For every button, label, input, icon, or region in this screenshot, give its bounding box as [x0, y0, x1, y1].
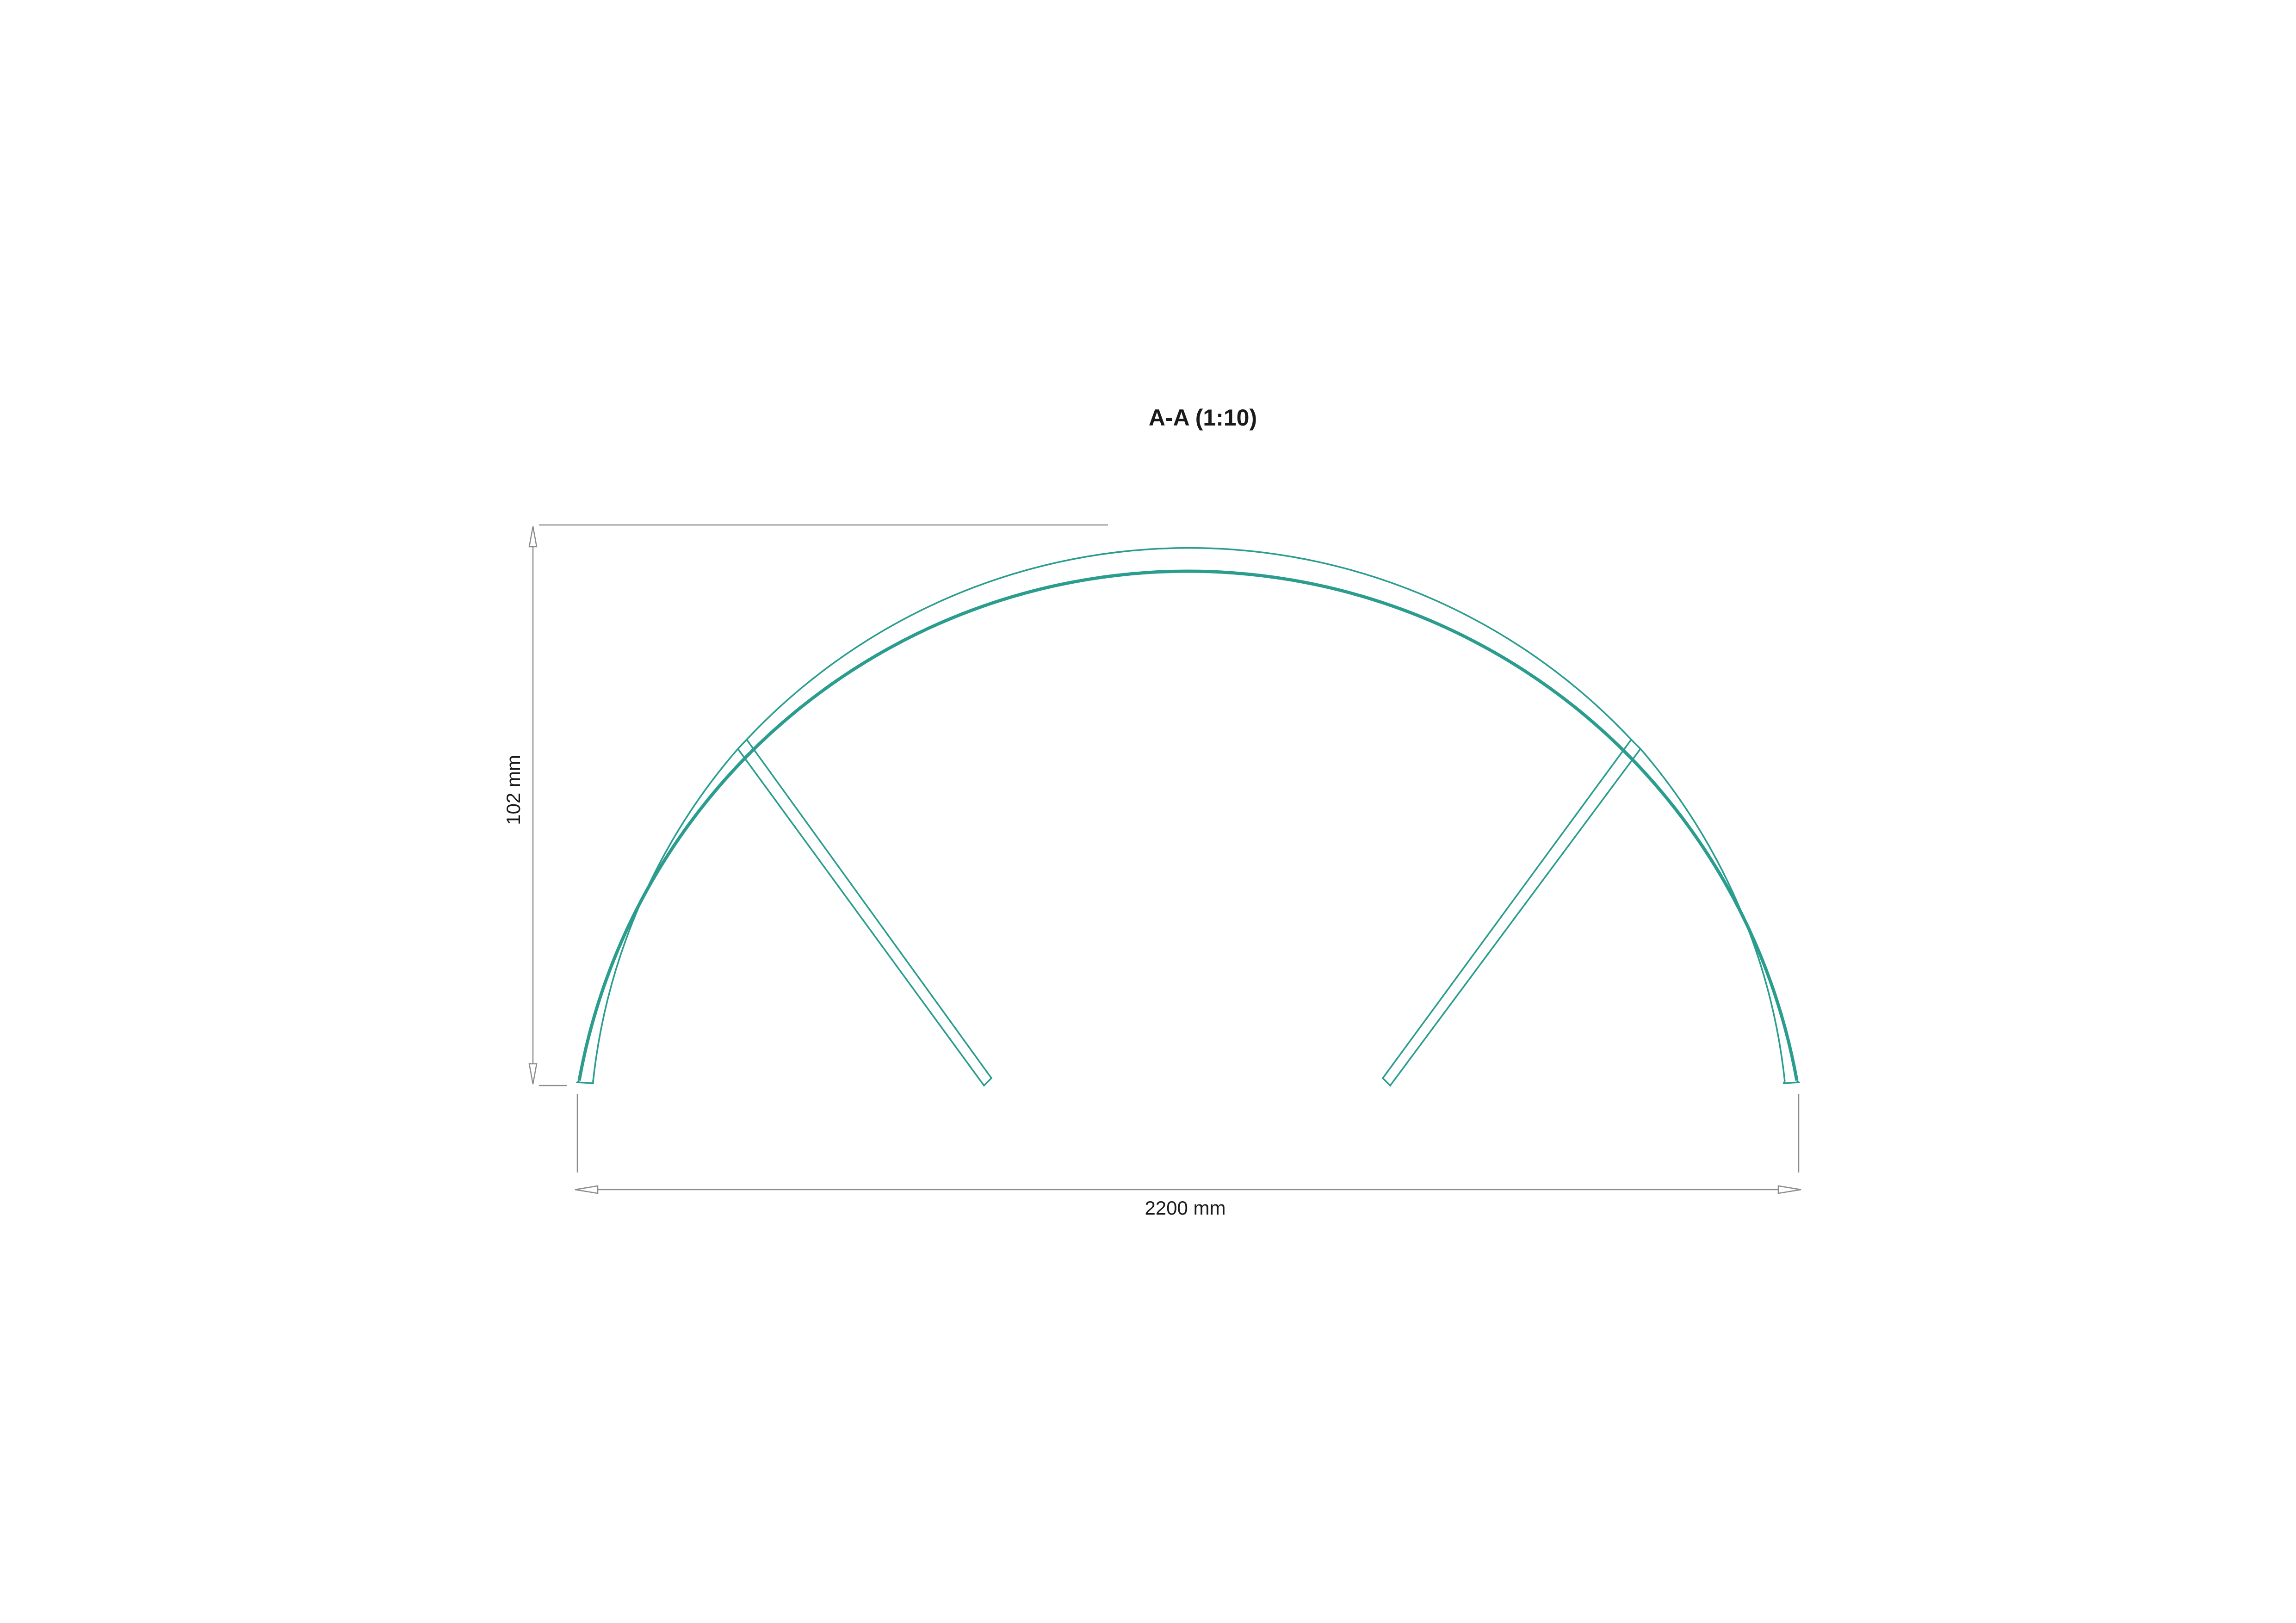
width-arrow-left	[575, 1185, 599, 1194]
inner-arc-top	[746, 547, 1632, 741]
left-end-cap	[576, 1080, 594, 1084]
height-arrow-bottom	[528, 1063, 538, 1085]
arch-profile	[576, 547, 1801, 1087]
section-title: A-A (1:10)	[1149, 405, 1257, 431]
right-strut	[1381, 738, 1642, 1087]
height-arrow-top	[528, 526, 538, 548]
inner-arc-left	[592, 748, 739, 1082]
left-strut	[736, 738, 993, 1087]
height-dimension: 102 mm	[502, 524, 1108, 1086]
height-label: 102 mm	[502, 755, 524, 825]
width-dimension: 2200 mm	[575, 1094, 1801, 1219]
outer-arc	[577, 569, 1799, 1081]
inner-arc-right	[1640, 748, 1786, 1082]
width-label: 2200 mm	[1145, 1197, 1225, 1219]
width-arrow-right	[1777, 1185, 1801, 1194]
right-end-cap	[1782, 1080, 1801, 1084]
